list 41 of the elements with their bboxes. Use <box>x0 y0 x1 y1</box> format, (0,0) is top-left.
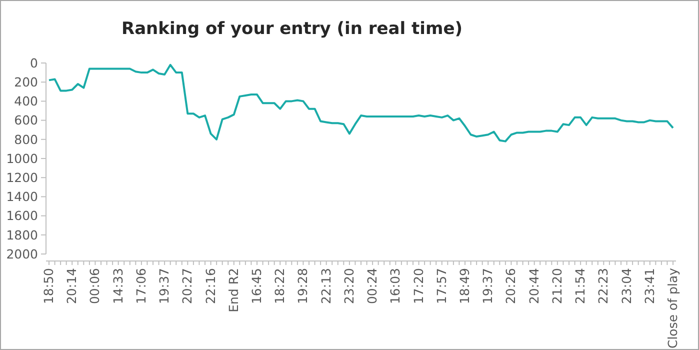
y-tick-label: 1400 <box>6 189 38 204</box>
y-tick-label: 1800 <box>6 227 38 242</box>
x-tick-label: 21:54 <box>572 268 588 304</box>
x-tick-label: 17:20 <box>410 268 426 304</box>
x-tick-label: 20:26 <box>503 268 518 304</box>
y-tick-label: 600 <box>14 112 38 128</box>
x-tick-label: Close of play <box>665 267 680 349</box>
x-tick-label: 20:27 <box>180 268 195 304</box>
x-tick-label: 17:57 <box>434 268 449 304</box>
x-tick-label: 22:23 <box>596 268 611 304</box>
x-tick-label: 21:20 <box>549 268 564 304</box>
x-tick-label: 00:24 <box>364 268 380 304</box>
y-tick-label: 200 <box>14 74 38 90</box>
x-tick-label: 17:06 <box>133 268 148 304</box>
x-tick-label: 14:33 <box>110 268 126 304</box>
x-tick-label: 20:44 <box>526 268 542 304</box>
x-tick-label: 23:41 <box>642 268 657 304</box>
y-tick-label: 400 <box>14 94 38 109</box>
y-tick-label: 800 <box>14 132 38 147</box>
x-tick-label: 18:49 <box>457 268 472 304</box>
x-tick-label: 19:28 <box>295 268 310 304</box>
x-tick-label: 23:20 <box>341 268 356 304</box>
x-tick-label: 16:45 <box>249 268 264 304</box>
x-tick-label: 18:22 <box>272 268 288 304</box>
y-tick-label: 1000 <box>6 150 38 166</box>
x-tick-label: 22:16 <box>202 268 218 304</box>
x-tick-label: 19:37 <box>480 268 496 304</box>
y-tick-label: 1200 <box>6 170 38 185</box>
x-tick-label: End R2 <box>226 268 241 312</box>
x-tick-label: 19:37 <box>156 268 172 304</box>
y-tick-label: 0 <box>30 55 38 70</box>
line-series <box>48 64 674 142</box>
chart-title: Ranking of your entry (in real time) <box>121 19 463 39</box>
y-tick-label: 2000 <box>6 246 38 262</box>
x-tick-label: 23:04 <box>618 268 634 304</box>
x-tick-label: 20:14 <box>64 268 80 304</box>
x-tick-label: 16:03 <box>388 268 403 304</box>
x-tick-label: 18:50 <box>41 268 56 304</box>
x-tick-label: 22:13 <box>318 268 334 304</box>
x-tick-label: 00:06 <box>87 268 102 304</box>
y-tick-label: 1600 <box>6 208 38 224</box>
